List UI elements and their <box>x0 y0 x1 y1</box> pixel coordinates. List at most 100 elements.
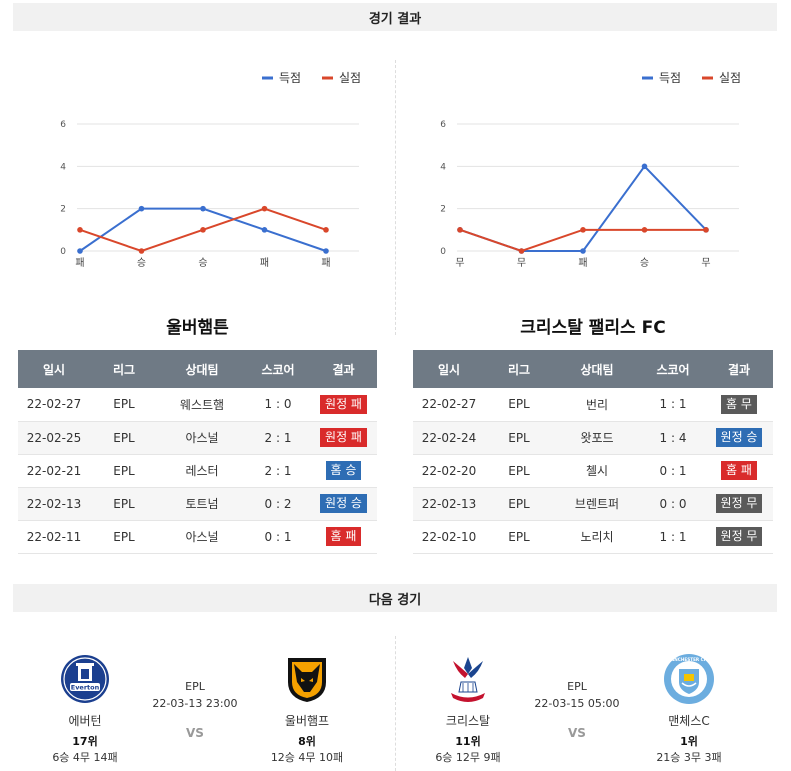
table-row: 22-02-27 EPL 웨스트햄 1 : 0 원정 패 <box>18 388 377 422</box>
data-point-scored <box>323 248 329 254</box>
legend-label-scored: 득점 <box>279 71 301 85</box>
x-tick-label: 승 <box>640 257 649 269</box>
x-tick-label: 무 <box>701 258 710 269</box>
data-point-conceded <box>77 227 83 233</box>
next-right-home-name: 크리스탈 <box>445 714 491 728</box>
data-point-conceded <box>138 248 145 254</box>
table-row: 22-02-13 EPL 브렌트퍼 0 : 0 원정 무 <box>413 487 773 521</box>
data-point-conceded <box>323 227 329 233</box>
cell-score: 0 : 2 <box>246 487 310 521</box>
next-right-home: 크리스탈 11위 6승 12무 9패 <box>423 652 513 765</box>
chart-left: 득점 실점 0 2 4 6 패 승 승 패 패 <box>40 60 380 289</box>
header-league: 리그 <box>485 350 553 388</box>
cell-date: 22-02-24 <box>413 421 485 455</box>
next-left-datetime: 22-03-13 23:00 <box>152 697 238 710</box>
chart-left-svg: 득점 실점 0 2 4 6 패 승 승 패 패 <box>60 71 361 269</box>
cell-date: 22-02-11 <box>18 520 90 554</box>
cell-result: 원정 승 <box>310 487 377 521</box>
chart-right-svg: 득점 실점 0 2 4 6 무 무 패 승 무 <box>440 71 741 269</box>
table-row: 22-02-21 EPL 레스터 2 : 1 홈 승 <box>18 454 377 488</box>
table-header-row: 일시 리그 상대팀 스코어 결과 <box>413 350 773 388</box>
x-tick-label: 승 <box>137 257 146 269</box>
cell-result: 원정 무 <box>705 487 773 521</box>
result-badge: 홈 무 <box>721 394 757 414</box>
y-tick-label: 4 <box>440 162 446 172</box>
x-tick-label: 패 <box>75 257 84 269</box>
header-opponent: 상대팀 <box>553 350 641 388</box>
table-row: 22-02-13 EPL 토트넘 0 : 2 원정 승 <box>18 487 377 521</box>
cell-date: 22-02-25 <box>18 421 90 455</box>
x-tick-label: 패 <box>321 257 330 269</box>
y-tick-label: 6 <box>440 120 446 130</box>
header-result: 결과 <box>705 350 773 388</box>
cell-date: 22-02-27 <box>413 388 485 422</box>
everton-crest-icon: Everton <box>58 652 112 706</box>
table-row: 22-02-25 EPL 아스널 2 : 1 원정 패 <box>18 421 377 455</box>
cell-league: EPL <box>485 487 553 521</box>
cell-result: 원정 승 <box>705 421 773 455</box>
next-right-vs: VS <box>568 726 586 740</box>
y-tick-label: 6 <box>60 120 66 130</box>
y-tick-label: 0 <box>440 247 446 257</box>
table-row: 22-02-11 EPL 아스널 0 : 1 홈 패 <box>18 520 377 554</box>
y-tick-label: 2 <box>60 205 66 215</box>
man-city-crest-icon: MANCHESTER CITY <box>662 652 716 706</box>
next-left-home-rank: 17위 <box>72 735 98 748</box>
result-badge: 홈 패 <box>325 527 362 546</box>
cell-league: EPL <box>485 520 553 554</box>
results-table-left: 일시 리그 상대팀 스코어 결과 22-02-27 EPL 웨스트햄 1 : 0 원정 … <box>18 350 377 554</box>
cell-league: EPL <box>90 487 158 521</box>
result-badge: 원정 무 <box>715 527 763 546</box>
cell-result: 홈 패 <box>705 454 773 488</box>
cell-opponent: 웨스트햄 <box>158 388 246 422</box>
next-right-league: EPL <box>567 680 587 693</box>
cell-opponent: 레스터 <box>158 454 246 488</box>
y-tick-label: 0 <box>60 247 66 257</box>
x-tick-label: 무 <box>455 258 464 269</box>
cell-date: 22-02-13 <box>413 487 485 521</box>
result-badge: 원정 패 <box>320 394 367 414</box>
header-result: 결과 <box>310 350 377 388</box>
data-point-conceded <box>641 227 648 233</box>
cell-score: 1 : 1 <box>641 520 705 554</box>
cell-score: 0 : 1 <box>246 520 310 554</box>
next-right-home-rank: 11위 <box>455 735 481 748</box>
next-left-vs: VS <box>186 726 204 740</box>
result-badge: 원정 승 <box>715 428 763 447</box>
data-point-conceded <box>200 227 206 233</box>
cell-date: 22-02-20 <box>413 454 485 488</box>
cell-result: 원정 패 <box>310 421 377 455</box>
x-tick-label: 승 <box>198 257 207 269</box>
legend-label-scored: 득점 <box>659 71 681 85</box>
series-line-conceded <box>459 228 706 253</box>
cell-result: 홈 무 <box>705 388 773 422</box>
cell-score: 2 : 1 <box>246 421 310 455</box>
next-left-home: Everton 에버턴 17위 6승 4무 14패 <box>40 652 130 765</box>
header-date: 일시 <box>413 350 485 388</box>
header-league: 리그 <box>90 350 158 388</box>
cell-result: 홈 승 <box>310 454 377 488</box>
data-point-scored <box>200 205 206 212</box>
cell-league: EPL <box>485 421 553 455</box>
table-row: 22-02-10 EPL 노리치 1 : 1 원정 무 <box>413 520 773 554</box>
y-tick-label: 2 <box>440 205 446 215</box>
everton-crest-text: Everton <box>71 684 100 692</box>
legend-label-conceded: 실점 <box>339 71 361 85</box>
header-date: 일시 <box>18 350 90 388</box>
cell-opponent: 첼시 <box>553 454 641 488</box>
cell-opponent: 왓포드 <box>553 421 641 455</box>
next-left-away-record: 12승 4무 10패 <box>270 751 344 764</box>
cell-league: EPL <box>90 520 158 554</box>
data-point-scored <box>580 248 586 254</box>
result-badge: 홈 승 <box>325 461 362 480</box>
data-point-conceded <box>703 227 709 233</box>
next-left-away-rank: 8위 <box>298 735 316 748</box>
x-tick-label: 패 <box>578 257 587 269</box>
cell-league: EPL <box>485 388 553 422</box>
next-left-away: 울버햄프 8위 12승 4무 10패 <box>262 652 352 765</box>
next-right-away-rank: 1위 <box>680 735 698 748</box>
data-point-scored <box>641 163 648 170</box>
next-left-league: EPL <box>185 680 205 693</box>
cell-opponent: 토트넘 <box>158 487 246 521</box>
